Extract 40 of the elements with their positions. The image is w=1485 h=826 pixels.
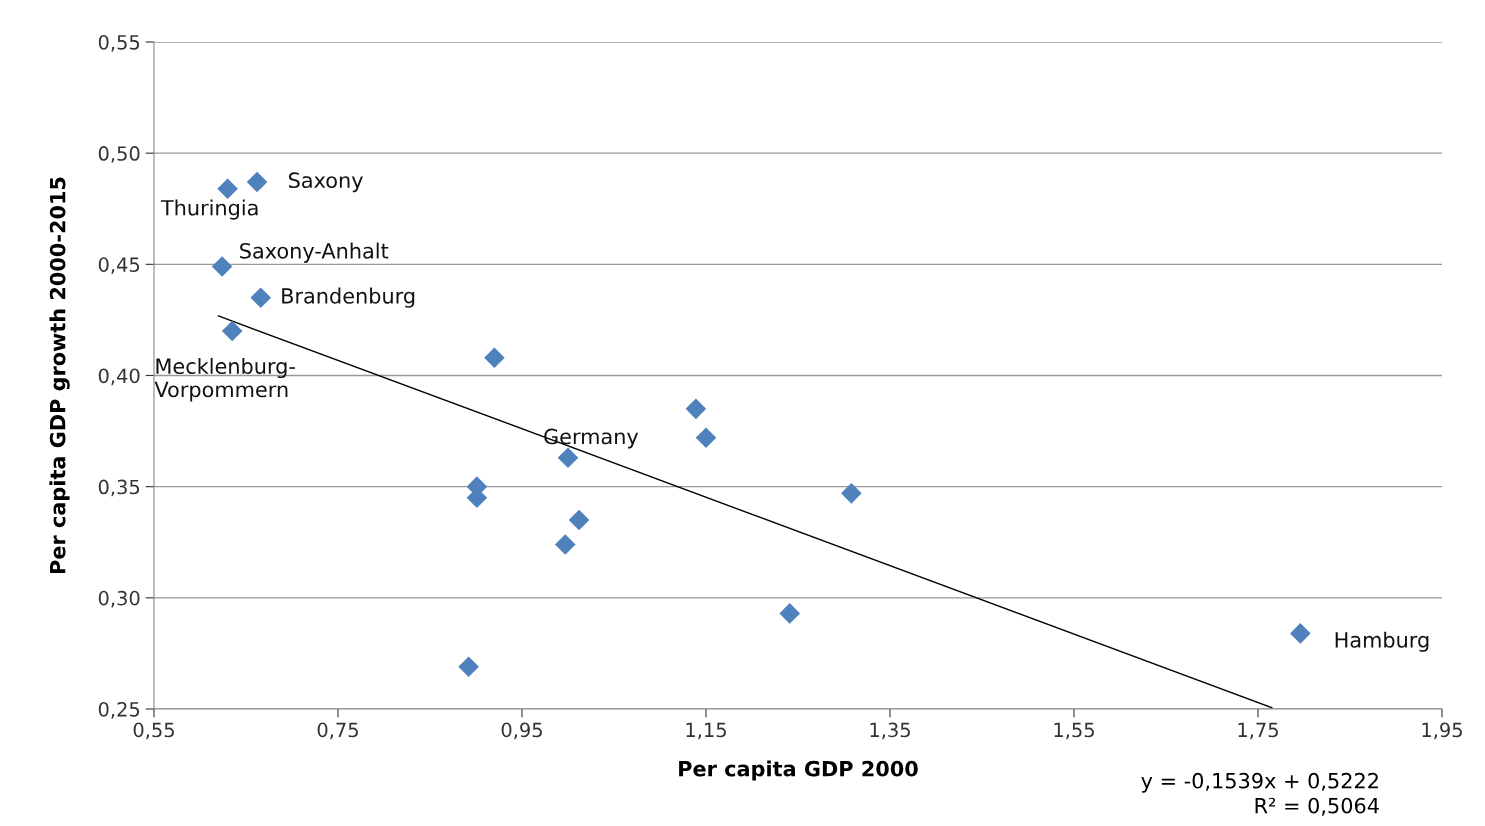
y-tick-label: 0,40 [98,368,140,386]
point [211,256,233,277]
annotation: Mecklenburg- Vorpommern [154,357,295,402]
x-tick-label: 1,15 [686,722,726,740]
annotation: Germany [544,428,639,449]
point [217,178,238,200]
point [1290,623,1311,644]
x-tick-label: 1,75 [1238,722,1278,740]
point [841,483,862,504]
y-tick-label: 0,30 [98,590,140,608]
point [458,656,479,678]
x-tick-label: 0,75 [317,722,358,740]
point [779,603,801,624]
point [221,320,243,342]
x-tick-label: 1,95 [1422,722,1462,740]
annotation: Hamburg [1335,631,1429,652]
text: y = -0,1539x + 0,5222 R² = 0,5064 [1141,772,1379,816]
x-tick-label: 0,55 [133,722,174,740]
annotation: Brandenburg [282,287,415,308]
x-tick-label: 1,35 [870,722,910,740]
y-axis-title: Per capita GDP growth 2000-2015 [49,177,70,574]
point [246,171,268,193]
point [685,398,707,420]
annotation: Saxony-Anhalt [240,242,389,263]
y-tick-label: 0,35 [98,479,140,497]
annotation: Saxony [288,172,363,193]
x-tick-label: 1,55 [1054,722,1094,740]
y-tick-label: 0,55 [98,34,140,52]
point [250,287,272,308]
point [557,447,579,469]
y-tick-label: 0,50 [98,146,140,163]
point [568,509,590,531]
point [695,427,717,449]
point [554,534,576,555]
y-tick-label: 0,45 [98,257,140,274]
x-axis-title: Per capita GDP 2000 [679,760,918,781]
annotation: Thuringia [160,199,258,220]
point [484,347,505,369]
y-tick-label: 0,25 [98,701,140,719]
x-tick-label: 0,95 [501,722,542,740]
